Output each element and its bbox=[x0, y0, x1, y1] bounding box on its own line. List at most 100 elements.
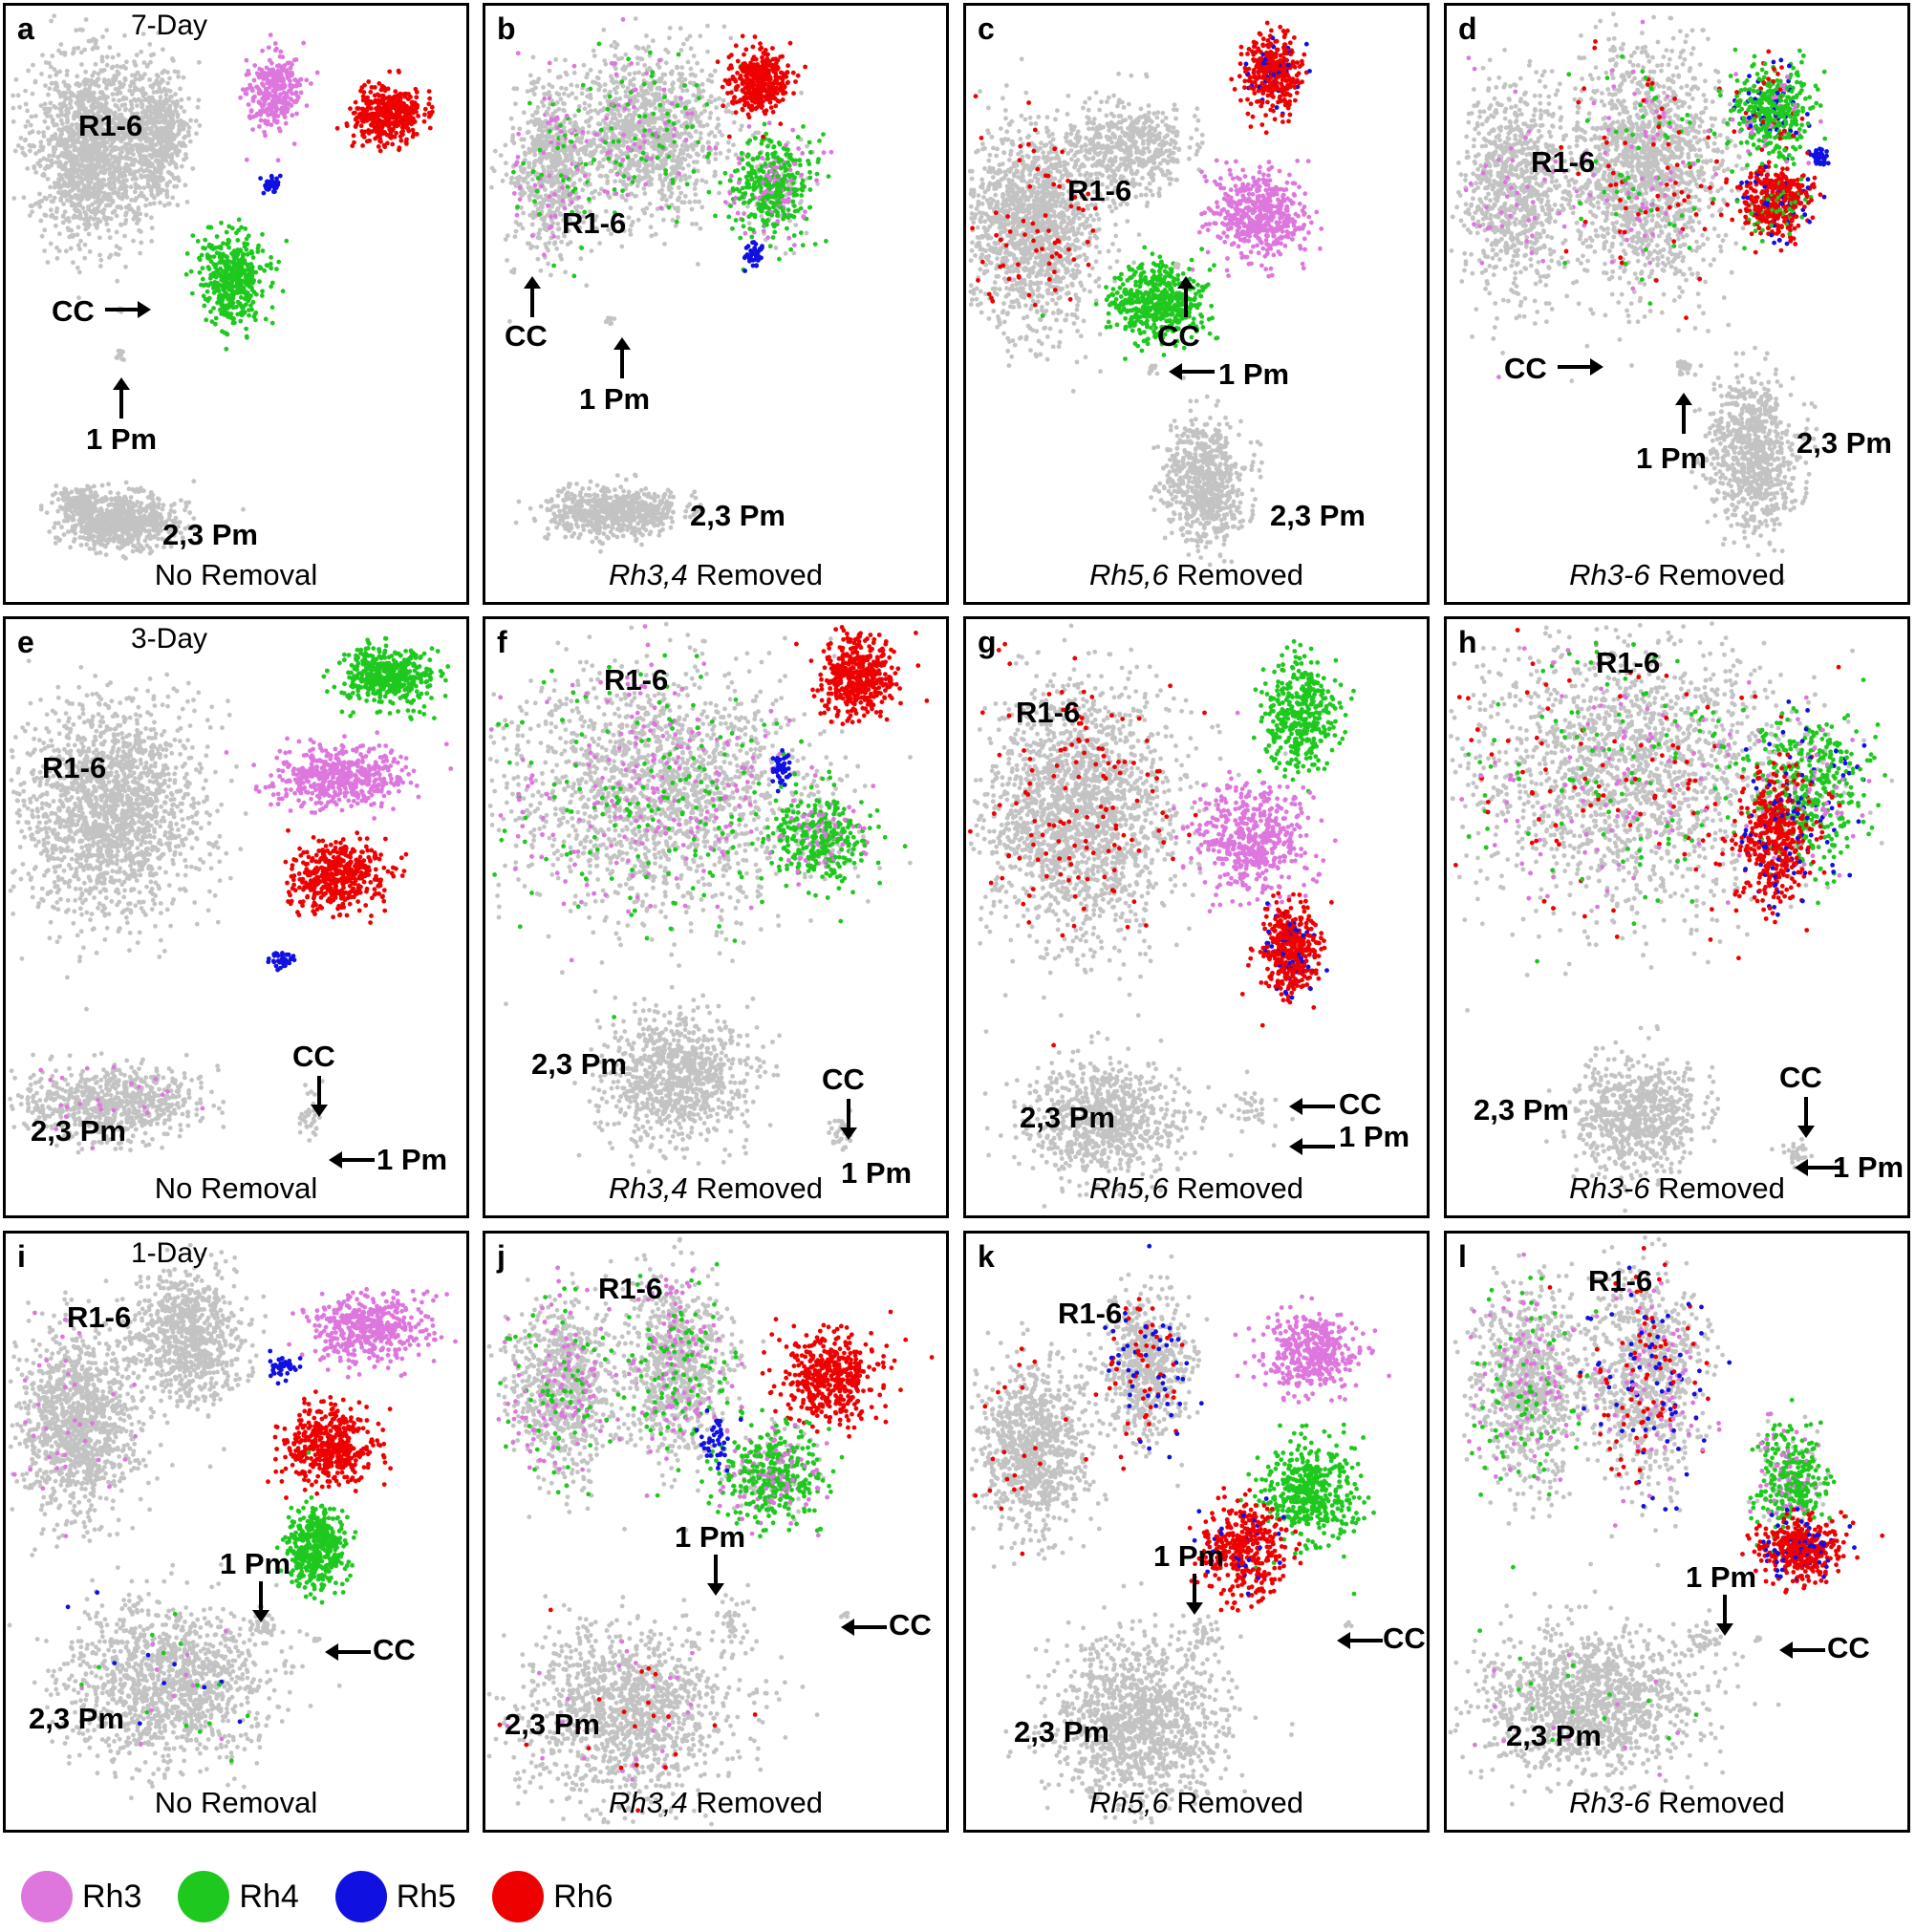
cell-point bbox=[145, 126, 151, 132]
cell-point bbox=[145, 62, 150, 68]
cell-point bbox=[36, 200, 42, 205]
cell-point bbox=[281, 81, 286, 86]
cell-point bbox=[221, 273, 226, 278]
cell-point bbox=[541, 167, 547, 173]
cell-point bbox=[526, 185, 531, 190]
cell-point bbox=[56, 179, 62, 183]
cell-point bbox=[79, 171, 85, 177]
cell-point bbox=[362, 108, 367, 114]
cell-point bbox=[396, 68, 401, 74]
cell-point bbox=[96, 100, 100, 106]
cell-point bbox=[512, 234, 518, 240]
cell-point bbox=[57, 91, 63, 97]
cell-point bbox=[86, 494, 92, 500]
cell-point bbox=[370, 123, 376, 128]
cell-point bbox=[118, 497, 122, 503]
cell-point bbox=[398, 134, 403, 140]
cell-point bbox=[541, 103, 547, 109]
cell-point bbox=[122, 167, 128, 172]
cell-point bbox=[205, 225, 211, 230]
cell-point bbox=[58, 184, 63, 190]
cell-point bbox=[238, 294, 244, 300]
cell-point bbox=[173, 149, 179, 155]
cell-point bbox=[280, 99, 285, 105]
cell-point bbox=[72, 536, 77, 542]
cell-point bbox=[74, 154, 78, 160]
cell-point bbox=[117, 107, 122, 112]
cell-point bbox=[169, 120, 175, 126]
cell-point bbox=[205, 265, 211, 269]
cell-point bbox=[82, 255, 88, 261]
cell-point bbox=[107, 113, 112, 118]
cell-point bbox=[133, 76, 139, 82]
cell-point bbox=[265, 263, 270, 268]
cell-point bbox=[405, 126, 411, 132]
cell-point bbox=[530, 215, 536, 221]
cell-point bbox=[37, 204, 43, 209]
cell-point bbox=[74, 100, 79, 106]
cell-point bbox=[119, 84, 125, 90]
cell-point bbox=[82, 487, 87, 493]
cell-point bbox=[165, 113, 171, 118]
cell-point bbox=[99, 535, 105, 540]
cell-point bbox=[226, 224, 232, 229]
cell-point bbox=[191, 479, 197, 484]
cell-point bbox=[133, 157, 138, 162]
cell-point bbox=[414, 132, 420, 137]
cell-point bbox=[294, 111, 299, 117]
cell-point bbox=[92, 99, 97, 105]
cell-point bbox=[613, 179, 618, 184]
cell-point bbox=[535, 176, 541, 181]
cell-point bbox=[33, 151, 38, 157]
cell-point bbox=[142, 538, 148, 544]
cell-point bbox=[127, 499, 133, 504]
cell-point bbox=[80, 128, 85, 134]
cell-point bbox=[126, 203, 132, 208]
cell-point bbox=[117, 191, 121, 197]
cell-point bbox=[519, 137, 525, 142]
cell-point bbox=[104, 518, 109, 524]
cell-point bbox=[70, 524, 75, 529]
cell-point bbox=[383, 115, 389, 120]
cell-point bbox=[377, 93, 382, 98]
cell-point bbox=[517, 126, 523, 132]
cell-point bbox=[395, 116, 399, 120]
cell-point bbox=[32, 143, 37, 149]
cell-point bbox=[118, 545, 124, 550]
cell-point bbox=[414, 95, 420, 100]
cell-point bbox=[146, 504, 152, 510]
cell-point bbox=[530, 54, 536, 60]
cell-point bbox=[223, 290, 228, 295]
cell-point bbox=[135, 148, 140, 154]
cell-point bbox=[133, 61, 138, 67]
cell-point bbox=[167, 75, 172, 81]
cell-point bbox=[562, 165, 568, 171]
cell-point bbox=[282, 67, 287, 73]
label-r1-6: R1-6 bbox=[78, 109, 142, 143]
cell-point bbox=[709, 130, 714, 136]
cell-point bbox=[202, 303, 207, 309]
cell-point bbox=[54, 84, 59, 90]
cell-point bbox=[91, 104, 96, 110]
cell-point bbox=[256, 73, 261, 78]
cell-point bbox=[269, 266, 274, 271]
cell-point bbox=[549, 272, 553, 278]
cell-point bbox=[71, 232, 76, 238]
cell-point bbox=[59, 140, 65, 146]
cell-point bbox=[138, 250, 143, 256]
cell-point bbox=[112, 185, 118, 191]
cell-point bbox=[117, 80, 122, 85]
cell-point bbox=[11, 118, 16, 124]
cell-point bbox=[380, 93, 386, 98]
cell-point bbox=[38, 140, 44, 145]
cell-point bbox=[530, 113, 535, 118]
cell-point bbox=[116, 160, 121, 164]
cell-point bbox=[537, 201, 543, 205]
cell-point bbox=[156, 529, 161, 535]
cell-point bbox=[129, 92, 135, 97]
cell-point bbox=[248, 303, 253, 309]
cell-point bbox=[284, 238, 290, 244]
cell-point bbox=[131, 209, 137, 215]
cell-point bbox=[526, 120, 530, 125]
cell-point bbox=[309, 81, 313, 86]
